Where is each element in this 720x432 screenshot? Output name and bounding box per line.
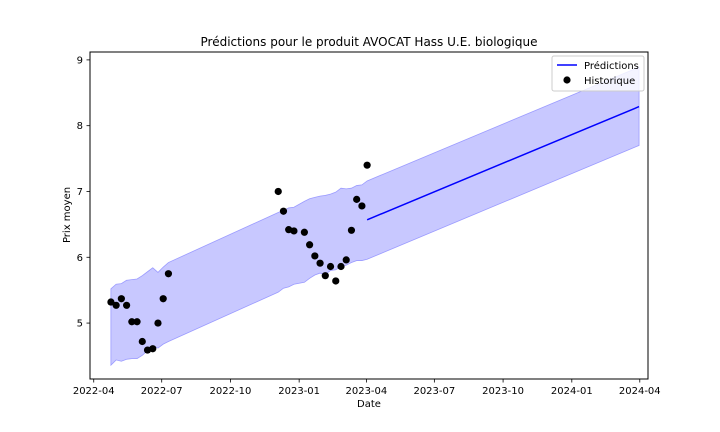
history-point	[358, 202, 366, 210]
x-tick-label: 2024-04	[619, 386, 661, 397]
history-point	[154, 319, 162, 327]
y-axis: 5 6 7 8 9	[77, 55, 90, 330]
x-tick-label: 2022-07	[141, 386, 183, 397]
y-tick-label: 5	[77, 319, 83, 330]
history-point	[159, 295, 167, 303]
y-tick-label: 9	[77, 55, 83, 66]
history-point	[138, 337, 146, 346]
y-axis-label: Prix moyen	[62, 187, 73, 243]
history-point	[316, 259, 324, 267]
history-point	[164, 270, 173, 278]
history-point	[353, 195, 361, 203]
legend: Prédictions Historique	[551, 55, 645, 92]
y-tick-label: 7	[77, 187, 83, 198]
x-tick-label: 2022-04	[73, 386, 115, 397]
history-point	[279, 207, 288, 215]
x-axis-label: Date	[357, 399, 381, 410]
x-tick-label: 2023-04	[345, 386, 387, 397]
history-point	[326, 262, 335, 271]
history-point	[128, 318, 136, 326]
prediction-line	[366, 105, 640, 221]
history-point	[321, 272, 329, 280]
x-tick-label: 2023-07	[413, 386, 455, 397]
prediction-line-group	[366, 105, 640, 221]
x-tick-label: 2024-01	[551, 386, 593, 397]
x-axis: 2022-04 2022-07 2022-10 2023-01 2023-04 2023-…	[73, 379, 661, 397]
history-point	[363, 161, 371, 169]
chart-title: Prédictions pour le produit AVOCAT Hass …	[201, 35, 538, 49]
history-point	[337, 262, 345, 271]
history-point	[290, 227, 298, 235]
legend-marker-swatch	[563, 76, 571, 84]
history-point	[107, 298, 115, 306]
history-point	[149, 345, 157, 353]
history-point	[133, 318, 141, 326]
history-point	[274, 187, 282, 196]
history-point	[306, 241, 314, 249]
history-point	[300, 228, 308, 236]
y-tick-label: 8	[77, 121, 83, 132]
history-point	[123, 301, 131, 309]
plot-frame	[89, 51, 649, 380]
history-point	[347, 226, 356, 234]
history-point	[311, 252, 319, 260]
plot-area	[107, 66, 640, 367]
x-tick-label: 2023-01	[278, 386, 320, 397]
x-tick-label: 2023-10	[482, 386, 524, 397]
history-point	[112, 301, 120, 309]
legend-label-predictions: Prédictions	[584, 60, 639, 72]
history-point	[117, 295, 125, 303]
history-points-group	[107, 161, 371, 354]
x-tick-label: 2022-10	[210, 386, 252, 397]
history-point	[342, 256, 350, 264]
y-tick-label: 6	[77, 253, 83, 264]
legend-label-historique: Historique	[584, 76, 635, 87]
history-point	[332, 277, 340, 285]
